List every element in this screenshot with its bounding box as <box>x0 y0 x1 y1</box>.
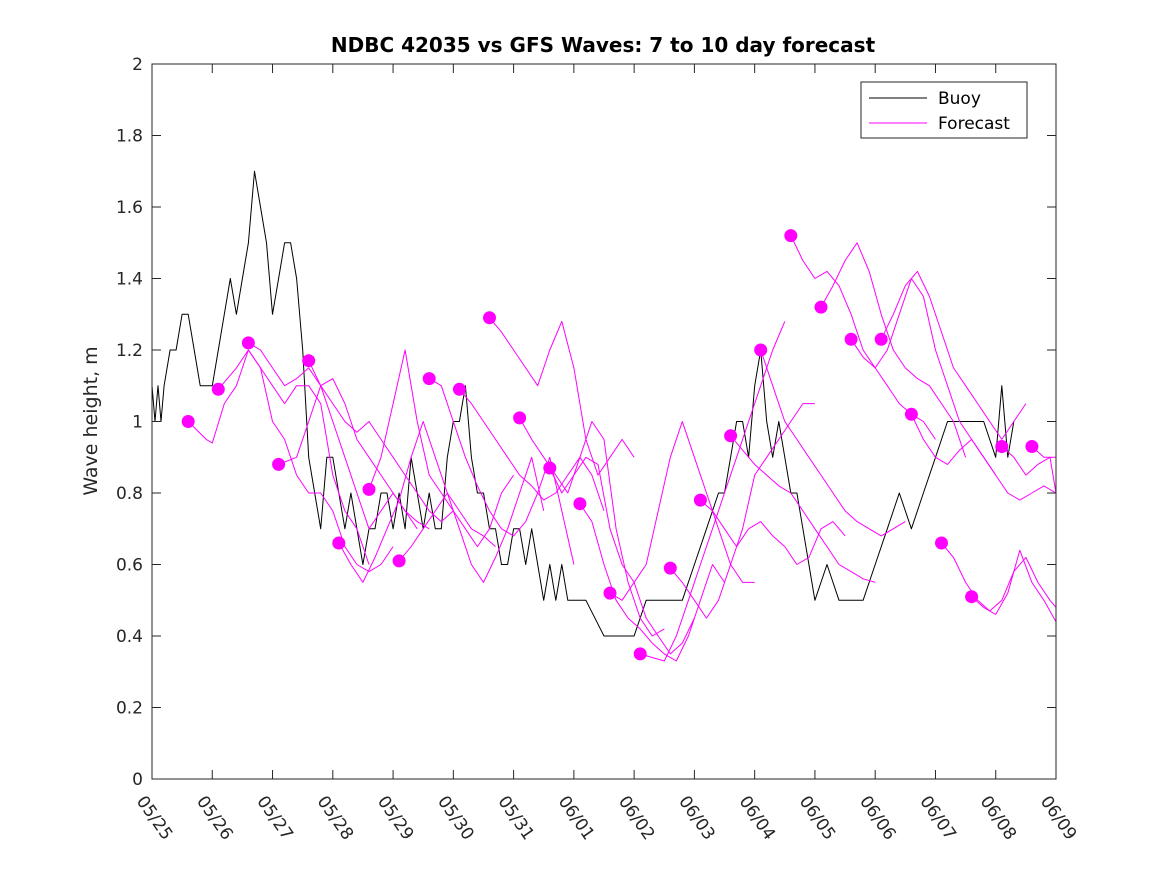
y-tick-label: 2 <box>132 55 143 75</box>
forecast-start-point <box>814 300 828 314</box>
forecast-series-line-3 <box>248 342 418 530</box>
y-tick-label: 1 <box>132 413 143 433</box>
forecast-series-line-20 <box>760 349 906 537</box>
forecast-start-point <box>272 457 286 471</box>
forecast-start-point <box>392 554 406 568</box>
y-tick-label: 1.8 <box>116 127 143 147</box>
forecast-start-point <box>302 354 316 368</box>
buoy-series-line <box>151 170 1015 637</box>
markers-layer <box>181 229 1039 661</box>
forecast-series-line-18 <box>700 499 846 565</box>
forecast-series-line-14 <box>579 503 725 662</box>
forecast-start-point <box>965 590 979 604</box>
forecast-start-point <box>452 382 466 396</box>
y-axis-label: Wave height, m <box>80 346 102 495</box>
forecast-series-line-7 <box>368 349 515 548</box>
legend: Buoy Forecast <box>860 81 1028 139</box>
forecast-series-line-25 <box>910 414 1057 501</box>
forecast-start-point <box>633 647 647 661</box>
forecast-series-line-1 <box>187 349 370 565</box>
forecast-series-line-4 <box>278 378 430 530</box>
forecast-start-point <box>332 536 346 550</box>
y-tick-label: 0.4 <box>116 627 143 647</box>
forecast-series-line-26 <box>941 542 1057 612</box>
forecast-start-point <box>211 382 225 396</box>
forecast-series-line-27 <box>971 549 1057 622</box>
forecast-start-point <box>784 229 798 243</box>
y-tick-label: 0.2 <box>116 699 143 719</box>
forecast-start-point <box>241 336 255 350</box>
forecast-series-line-24 <box>880 270 1027 440</box>
y-tick-label: 0.6 <box>116 556 143 576</box>
forecast-start-point <box>754 343 768 357</box>
forecast-start-point <box>874 332 888 346</box>
forecast-series-line-16 <box>640 321 786 662</box>
forecast-series-line-5 <box>308 360 454 523</box>
chart-title: NDBC 42035 vs GFS Waves: 7 to 10 day for… <box>331 33 876 57</box>
y-tick-label: 1.4 <box>116 270 143 290</box>
forecast-start-point <box>513 411 527 425</box>
forecast-series-line-19 <box>730 435 876 583</box>
forecast-series-line-6 <box>338 421 496 583</box>
forecast-series-line-17 <box>669 403 815 619</box>
forecast-series-line-11 <box>489 317 635 476</box>
forecast-start-point <box>935 536 948 550</box>
lines-layer <box>151 170 1057 662</box>
forecast-start-point <box>1025 440 1039 453</box>
legend-label-buoy: Buoy <box>938 89 981 109</box>
forecast-start-point <box>844 332 858 346</box>
y-axis: 0 0.2 0.4 0.6 0.8 1 1.2 1.4 1.6 1.8 2 <box>116 55 1056 790</box>
legend-box <box>860 81 1028 139</box>
forecast-series-line-28 <box>1001 446 1057 494</box>
y-tick-label: 0.8 <box>116 484 143 504</box>
legend-label-forecast: Forecast <box>938 114 1010 134</box>
forecast-series-line-8 <box>398 456 545 583</box>
y-tick-label: 1.2 <box>116 341 143 361</box>
forecast-series-line-13 <box>549 456 695 655</box>
forecast-start-point <box>181 415 195 428</box>
forecast-start-point <box>362 482 376 496</box>
forecast-start-point <box>693 493 707 507</box>
forecast-series-line-9 <box>428 378 575 565</box>
forecast-start-point <box>422 372 436 386</box>
forecast-start-point <box>904 407 918 421</box>
forecast-start-point <box>995 440 1009 453</box>
forecast-start-point <box>663 561 677 575</box>
y-tick-label: 1.6 <box>116 198 143 218</box>
forecast-series-line-2 <box>217 349 394 573</box>
forecast-series-line-12 <box>519 417 665 637</box>
forecast-start-point <box>724 429 738 443</box>
forecast-start-point <box>573 497 587 511</box>
forecast-start-point <box>603 586 617 600</box>
forecast-start-point <box>543 461 557 475</box>
forecast-series-line-22 <box>820 242 967 458</box>
forecast-start-point <box>483 311 496 325</box>
y-tick-label: 0 <box>132 770 143 790</box>
